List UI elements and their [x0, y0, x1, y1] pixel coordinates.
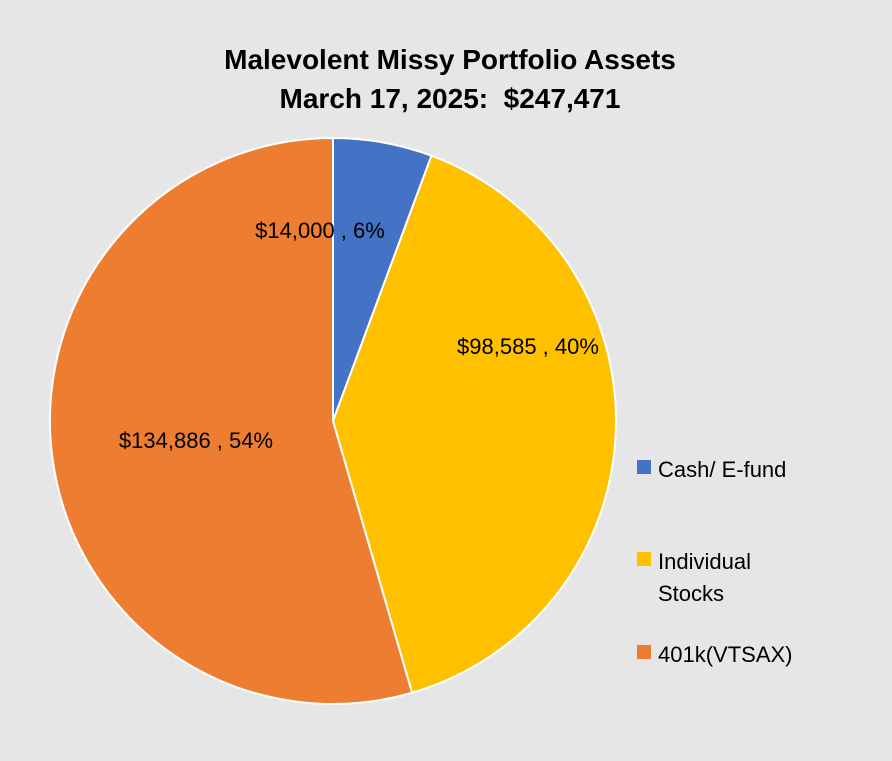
data-label-401k: $134,886 , 54% — [118, 428, 274, 453]
legend-swatch-401k — [637, 645, 651, 659]
legend-item-401k: 401k(VTSAX) — [637, 639, 808, 671]
chart-title: Malevolent Missy Portfolio Assets March … — [0, 40, 892, 118]
data-label-cash: $14,000 , 6% — [255, 218, 385, 243]
legend-swatch-individual-stocks — [637, 552, 651, 566]
legend-label-individual-stocks: Individual Stocks — [658, 549, 751, 606]
legend-item-cash: Cash/ E-fund — [637, 454, 808, 486]
legend-swatch-cash — [637, 460, 651, 474]
chart-title-line-2: March 17, 2025: $247,471 — [279, 83, 621, 114]
legend-label-cash: Cash/ E-fund — [658, 457, 787, 482]
legend-label-401k: 401k(VTSAX) — [658, 642, 793, 667]
pie-slice-individual-stocks — [331, 154, 617, 694]
chart-title-line-1: Malevolent Missy Portfolio Assets — [224, 44, 676, 75]
data-label-individual-stocks: $98,585 , 40% — [457, 334, 599, 359]
legend-item-individual-stocks: Individual Stocks — [637, 546, 808, 610]
pie-slice-401k — [49, 136, 414, 705]
